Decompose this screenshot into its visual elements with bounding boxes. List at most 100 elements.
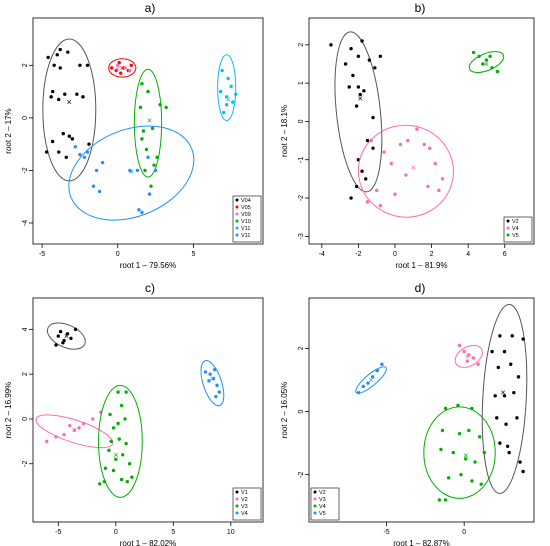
legend-marker — [313, 504, 317, 508]
data-point — [354, 104, 359, 108]
data-point — [152, 163, 156, 167]
series-v09: × — [115, 63, 132, 74]
data-point — [70, 137, 75, 141]
data-point — [129, 63, 134, 68]
data-point — [49, 95, 53, 99]
group-centroid: × — [226, 94, 231, 104]
x-axis-label: root 1 – 79.56% — [120, 261, 176, 270]
data-point — [146, 155, 150, 159]
plot-area: × × × × — [355, 303, 528, 502]
data-point — [361, 384, 366, 389]
data-point — [329, 43, 333, 47]
data-point — [516, 375, 521, 379]
legend-entry: V11 — [241, 226, 250, 232]
legend-marker — [506, 219, 510, 223]
data-point — [123, 66, 128, 70]
data-point — [213, 367, 217, 372]
data-point — [428, 146, 432, 150]
x-tick-label: 5 — [191, 251, 195, 258]
legend-entry: V1 — [241, 490, 248, 496]
x-axis-label: root 1 – 82.87% — [393, 539, 449, 546]
legend-marker — [235, 226, 239, 230]
data-point — [69, 336, 73, 341]
legend-entry: V3 — [319, 497, 326, 503]
x-tick-label: 0 — [116, 251, 120, 258]
y-tick-label: 2 — [22, 63, 29, 67]
legend-entry: V11 — [241, 233, 250, 239]
y-tick-label: 0 — [298, 410, 305, 414]
x-tick-label: 0 — [114, 529, 118, 536]
group-centroid: × — [147, 115, 152, 125]
group-ellipse — [357, 124, 454, 218]
data-point — [66, 50, 70, 54]
data-point — [207, 379, 211, 383]
data-point — [140, 81, 144, 86]
group-centroid: × — [64, 331, 69, 341]
data-point — [108, 412, 112, 417]
data-point — [440, 177, 445, 181]
legend-entry: V2 — [512, 219, 519, 225]
legend-entry: V4 — [319, 504, 326, 510]
data-point — [215, 383, 219, 388]
data-point — [109, 439, 113, 444]
panel-label: c) — [145, 281, 155, 295]
data-point — [65, 332, 70, 336]
data-point — [109, 66, 114, 70]
data-point — [398, 142, 403, 147]
data-point — [87, 142, 91, 146]
y-tick-label: -2 — [22, 167, 29, 173]
data-point — [504, 422, 508, 426]
data-point — [77, 426, 81, 430]
group-centroid: × — [368, 375, 373, 385]
data-point — [121, 453, 125, 457]
data-point — [373, 66, 377, 70]
data-point — [356, 390, 361, 395]
data-point — [224, 95, 229, 99]
plot-frame — [32, 297, 264, 523]
data-point — [229, 84, 233, 89]
data-point — [217, 390, 221, 394]
data-point — [56, 334, 60, 338]
x-tick-label: 6 — [503, 251, 507, 258]
panel-3: d) -5 0 -2 0 2 root 1 – 82.87% root 2 – 16.05% ×… — [280, 281, 535, 546]
data-point — [214, 394, 218, 399]
group-ellipse — [42, 38, 97, 182]
data-point — [218, 89, 223, 94]
y-tick-label: 1 — [298, 81, 305, 85]
group-centroid: × — [67, 97, 72, 107]
data-point — [224, 103, 229, 107]
data-point — [50, 139, 55, 144]
data-point — [471, 356, 476, 360]
legend-entry: V05 — [241, 205, 251, 211]
x-tick-label: 0 — [462, 529, 466, 536]
series-v5: × — [355, 362, 387, 395]
data-point — [467, 428, 471, 433]
y-tick-label: 0 — [298, 119, 305, 123]
data-point — [125, 479, 129, 484]
data-point — [439, 447, 443, 452]
group-ellipse — [46, 322, 86, 350]
data-point — [54, 343, 58, 347]
data-point — [470, 406, 474, 411]
data-point — [81, 421, 86, 426]
legend-entry: V09 — [241, 212, 251, 218]
data-point — [45, 439, 49, 444]
y-axis-label: root 2 – 16.99% — [4, 382, 13, 438]
group-centroid: × — [113, 450, 118, 460]
data-point — [496, 365, 501, 370]
data-point — [124, 390, 128, 394]
x-tick-label: -4 — [319, 251, 325, 258]
data-point — [465, 359, 469, 363]
data-point — [44, 150, 49, 154]
panel-label: b) — [415, 1, 426, 15]
series-v2: × — [35, 410, 114, 449]
group-ellipse — [68, 125, 195, 221]
series-v11: × — [217, 54, 238, 121]
data-point — [446, 476, 451, 480]
data-point — [493, 394, 497, 398]
panel-label: a) — [145, 1, 156, 15]
data-point — [360, 39, 364, 43]
